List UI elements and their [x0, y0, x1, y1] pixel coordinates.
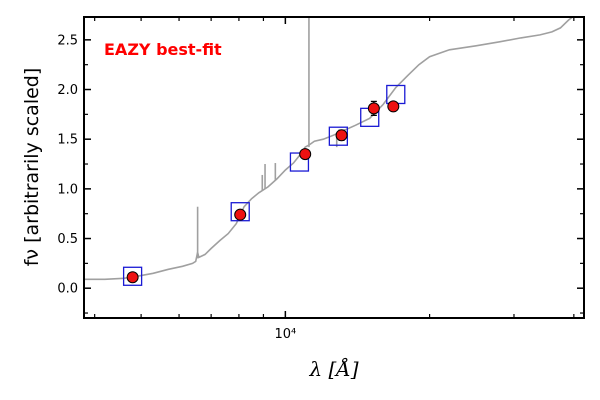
observed-point-2	[299, 148, 312, 161]
x-tick-label-0: 10⁴	[274, 327, 296, 342]
y-tick-label-4: 2.0	[57, 83, 78, 98]
observed-point-3	[335, 129, 348, 142]
model-photometry-square-1	[230, 202, 250, 222]
plot-content	[84, 17, 574, 286]
y-tick-label-0: 0.0	[57, 282, 78, 297]
y-tick-label-3: 1.5	[57, 133, 78, 148]
observed-point-4	[367, 102, 380, 115]
observed-point-5	[387, 100, 400, 113]
observed-point-1	[234, 208, 247, 221]
y-tick-label-2: 1.0	[57, 182, 78, 197]
y-tick-label-1: 0.5	[57, 232, 78, 247]
y-tick-label-5: 2.5	[57, 33, 78, 48]
annotation-label: EAZY best-fit	[104, 40, 222, 59]
x-axis-label: λ [Å]	[308, 356, 358, 381]
y-axis-label: fν [arbitrarily scaled]	[21, 68, 43, 267]
tick-labels: 0.0 0.5 1.0 1.5 2.0 2.5 10⁴	[57, 33, 296, 342]
plot-background	[84, 17, 584, 318]
model-sed-line	[84, 17, 574, 281]
observed-point-0	[126, 271, 139, 284]
model-photometry-square-0	[122, 266, 143, 286]
plot-frame	[83, 16, 585, 319]
